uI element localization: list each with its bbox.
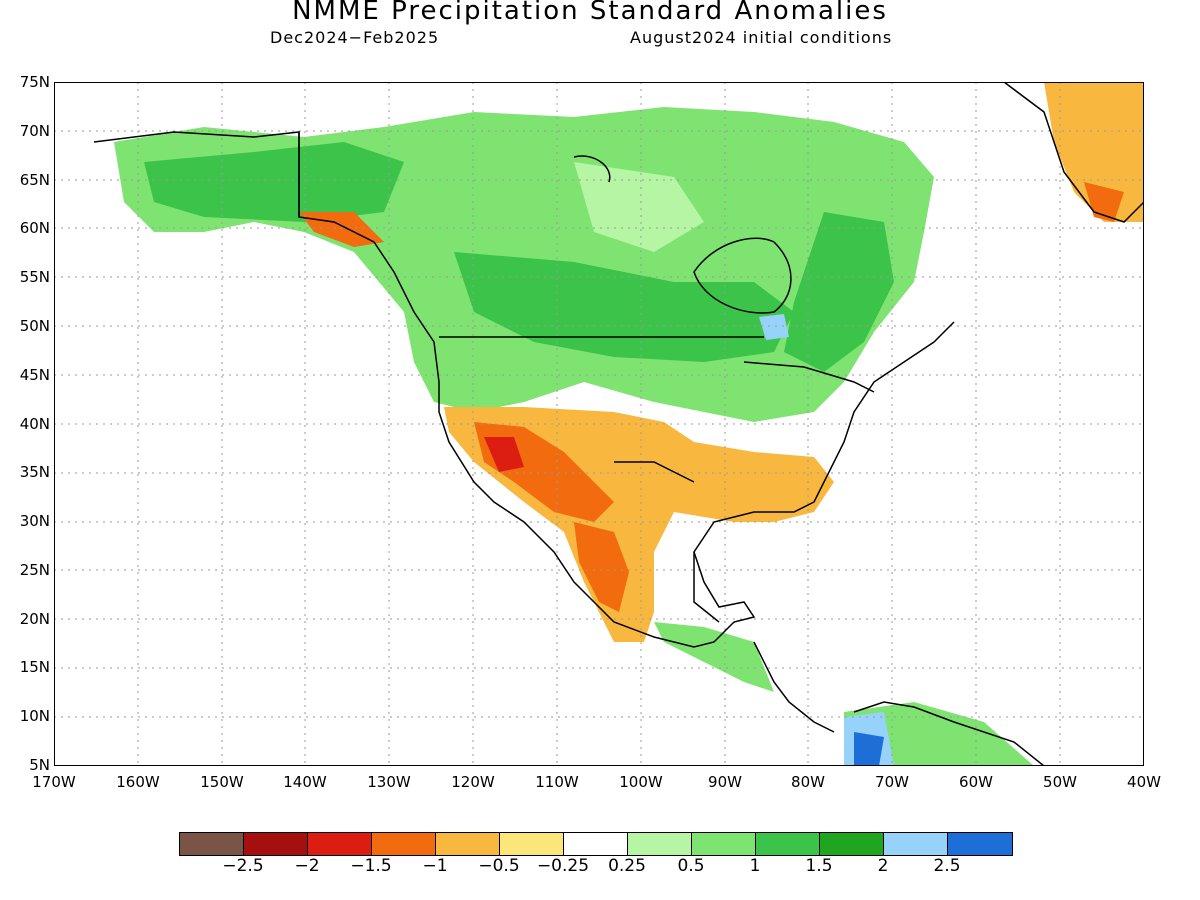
legend-swatch: [564, 833, 628, 855]
legend-label: −0.25: [536, 856, 590, 876]
lat-label: 65N: [19, 171, 50, 189]
lat-label: 75N: [19, 73, 50, 91]
graticule: [55, 83, 1143, 765]
legend-swatch: [180, 833, 244, 855]
forecast-period: Dec2024−Feb2025: [270, 28, 440, 47]
wet-anomaly-sa-darkblue: [854, 732, 884, 765]
wet-anomaly-central-america: [654, 622, 774, 692]
legend-swatch: [884, 833, 948, 855]
legend-label: −2.5: [222, 856, 264, 876]
lat-label: 20N: [19, 610, 50, 628]
lat-label: 40N: [19, 415, 50, 433]
legend-swatch: [500, 833, 564, 855]
wet-anomaly-north-strong: [144, 142, 404, 222]
wet-anomaly-canada: [454, 252, 794, 362]
wet-anomaly-pos-spot: [759, 314, 789, 340]
lon-label: 40W: [1127, 773, 1161, 791]
wet-anomaly-quebec: [784, 212, 894, 372]
lon-label: 80W: [791, 773, 825, 791]
legend-swatch: [308, 833, 372, 855]
lat-label: 70N: [19, 122, 50, 140]
lon-label: 90W: [708, 773, 742, 791]
legend-swatch: [628, 833, 692, 855]
legend-label: 2: [877, 856, 889, 876]
lat-label: 15N: [19, 658, 50, 676]
legend-swatch: [948, 833, 1012, 855]
lat-label: 10N: [19, 707, 50, 725]
color-legend: [179, 832, 1013, 856]
lon-label: 140W: [283, 773, 327, 791]
lon-label: 50W: [1043, 773, 1077, 791]
legend-swatch: [244, 833, 308, 855]
map-panel: [54, 82, 1144, 766]
wet-anomaly-light: [574, 162, 704, 252]
anomaly-shading: [114, 83, 1143, 765]
lon-label: 120W: [451, 773, 495, 791]
legend-swatch: [820, 833, 884, 855]
lat-label: 25N: [19, 561, 50, 579]
coastlines: [93, 83, 1143, 765]
legend-label: 1.5: [805, 856, 833, 876]
legend-swatch: [692, 833, 756, 855]
legend-label: 0.25: [608, 856, 646, 876]
lon-label: 70W: [875, 773, 909, 791]
dry-anomaly-greenland: [1044, 83, 1143, 222]
legend-label: −2: [294, 856, 320, 876]
legend-label: 1: [749, 856, 761, 876]
legend-label: −0.5: [478, 856, 520, 876]
lon-label: 160W: [116, 773, 160, 791]
initial-conditions: August2024 initial conditions: [630, 28, 893, 47]
dry-anomaly-mexico: [574, 522, 629, 612]
lon-label: 170W: [32, 773, 76, 791]
lon-label: 60W: [959, 773, 993, 791]
lon-label: 130W: [367, 773, 411, 791]
lon-label: 100W: [619, 773, 663, 791]
legend-swatch: [436, 833, 500, 855]
lon-label: 150W: [200, 773, 244, 791]
map-title: NMME Precipitation Standard Anomalies: [292, 0, 888, 26]
lat-label: 60N: [19, 219, 50, 237]
lat-label: 5N: [29, 756, 50, 774]
lat-label: 55N: [19, 268, 50, 286]
lat-label: 35N: [19, 463, 50, 481]
legend-label: 0.5: [677, 856, 705, 876]
legend-label: 2.5: [933, 856, 961, 876]
map-svg: [55, 83, 1143, 765]
legend-swatch: [372, 833, 436, 855]
lat-label: 45N: [19, 366, 50, 384]
lon-label: 110W: [535, 773, 579, 791]
legend-swatch: [756, 833, 820, 855]
lat-label: 50N: [19, 317, 50, 335]
legend-label: −1.5: [350, 856, 392, 876]
dry-anomaly-core: [484, 437, 524, 472]
lat-label: 30N: [19, 512, 50, 530]
wet-anomaly-south-america: [844, 702, 1033, 765]
legend-label: −1: [422, 856, 448, 876]
